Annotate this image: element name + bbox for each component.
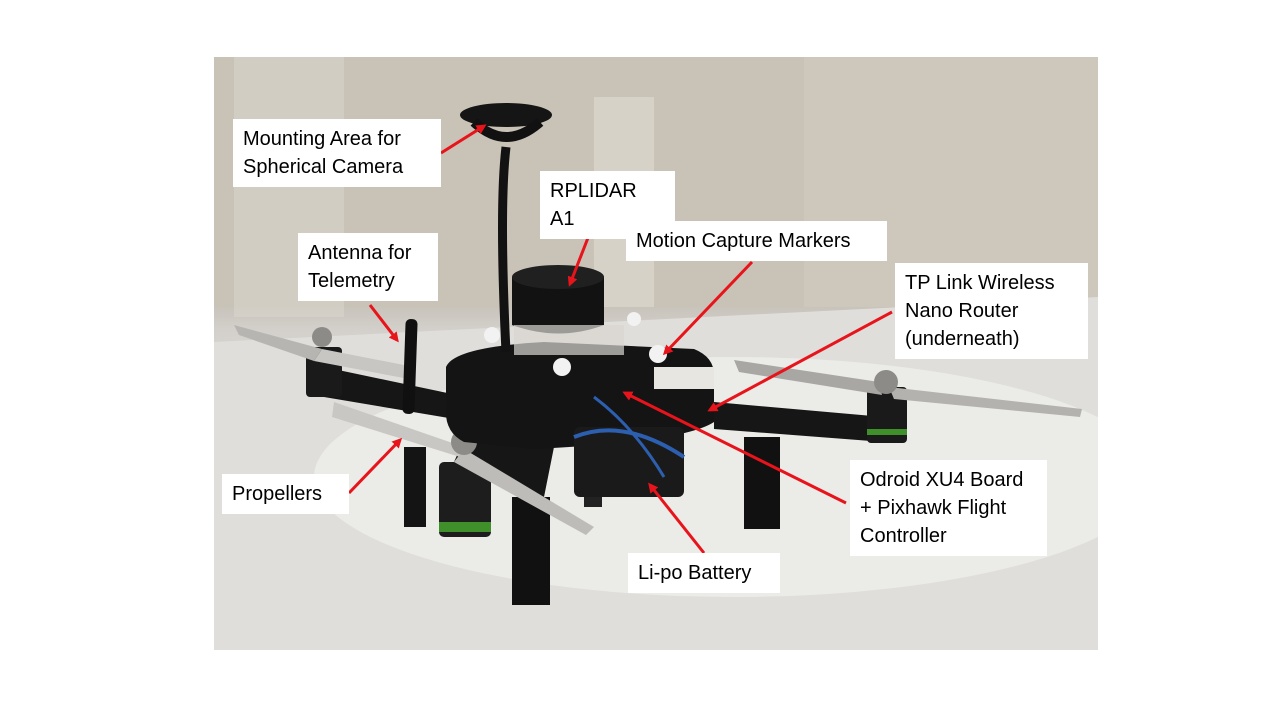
arrow-mounting-area: [440, 124, 487, 155]
label-mounting-area: Mounting Area for Spherical Camera: [233, 119, 441, 187]
arrow-odroid: [622, 391, 847, 505]
leg-3: [744, 437, 780, 529]
arrow-battery: [648, 482, 706, 554]
label-tp-link: TP Link Wireless Nano Router (underneath…: [895, 263, 1088, 359]
propeller-right-2: [889, 387, 1082, 417]
propeller-front: [332, 402, 464, 457]
marker-2: [553, 358, 571, 376]
motor-right-band: [867, 429, 907, 435]
motor-front: [439, 462, 491, 537]
rplidar-top: [512, 265, 604, 289]
propeller-left: [234, 325, 322, 361]
label-antenna: Antenna for Telemetry: [298, 233, 438, 301]
propeller-right: [734, 360, 882, 395]
blue-wire: [573, 428, 686, 459]
rplidar: [512, 277, 604, 334]
blue-wire-2: [593, 395, 666, 478]
battery-pack: [574, 427, 684, 497]
propeller-left-2: [314, 349, 414, 379]
label-propellers: Propellers: [222, 474, 349, 514]
camera-mount-disc: [460, 103, 552, 127]
arrow-tp-link: [707, 310, 893, 412]
label-motion-capture: Motion Capture Markers: [626, 221, 887, 261]
marker-3: [649, 345, 667, 363]
propeller-front-2: [454, 449, 594, 535]
arm-right: [714, 402, 884, 442]
leg-2: [512, 497, 550, 605]
sticker: [654, 367, 714, 389]
motor-front-band: [439, 522, 491, 532]
arrow-motion-capture: [662, 260, 754, 356]
marker-1: [484, 327, 500, 343]
label-odroid: Odroid XU4 Board + Pixhawk Flight Contro…: [850, 460, 1047, 556]
main-body: [445, 342, 714, 449]
arrow-antenna: [368, 304, 399, 343]
telemetry-antenna: [402, 318, 418, 415]
leg-1: [404, 447, 426, 527]
prop-hub-left: [312, 327, 332, 347]
lidar-mount: [514, 325, 624, 355]
arrow-propellers: [347, 437, 403, 495]
camera-mast: [498, 146, 511, 353]
label-battery: Li-po Battery: [628, 553, 780, 593]
marker-4: [627, 312, 641, 326]
prop-hub-right: [874, 370, 898, 394]
